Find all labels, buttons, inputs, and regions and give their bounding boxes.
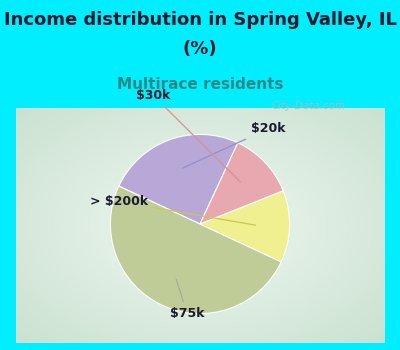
Text: $30k: $30k — [136, 89, 240, 182]
Wedge shape — [200, 143, 283, 224]
Text: > $200k: > $200k — [90, 195, 256, 225]
Text: (%): (%) — [183, 40, 217, 58]
Text: Income distribution in Spring Valley, IL: Income distribution in Spring Valley, IL — [4, 10, 396, 29]
Text: $20k: $20k — [183, 122, 286, 168]
Wedge shape — [119, 134, 238, 224]
Text: $75k: $75k — [170, 279, 204, 320]
Wedge shape — [200, 191, 290, 262]
Text: City-Data.com: City-Data.com — [272, 101, 346, 111]
Text: Multirace residents: Multirace residents — [117, 77, 283, 92]
Wedge shape — [110, 186, 281, 314]
